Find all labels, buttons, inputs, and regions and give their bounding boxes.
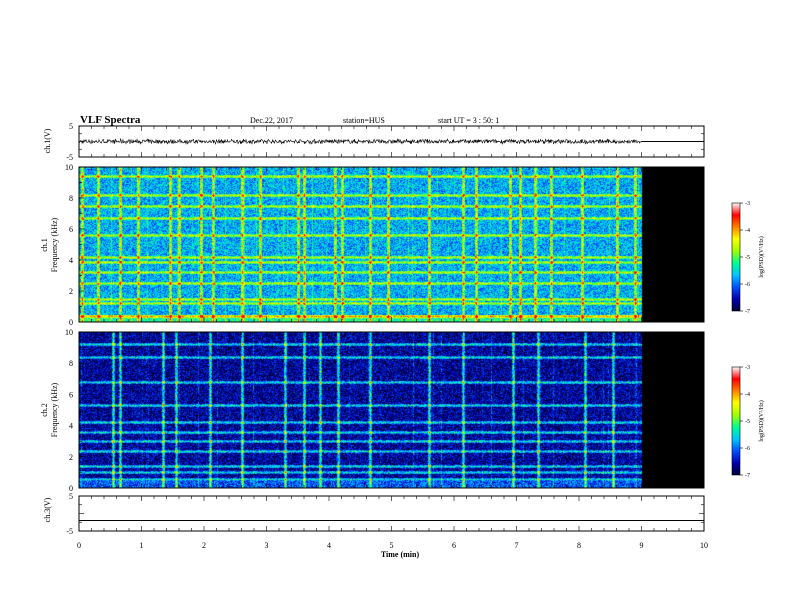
y-tick-label: 4 [69, 422, 73, 431]
y-tick-label: 6 [69, 390, 73, 399]
x-tick-label: 2 [202, 541, 206, 550]
ch2-spectrogram-ylabel-channel: ch.2 [40, 403, 49, 417]
ch1-spectrogram-ylabel-channel: ch.1 [40, 238, 49, 252]
y-tick-label: 5 [69, 122, 73, 131]
panel-frame [78, 495, 705, 532]
ch2-spectrogram-panel: 0 2 4 6 8 10 [65, 328, 705, 493]
y-tick-label: 0 [69, 318, 73, 327]
colorbar-tick-label: -6 [745, 282, 750, 288]
y-tick-label: 4 [69, 256, 73, 265]
x-tick-label: 4 [327, 541, 331, 550]
y-tick-label: 8 [69, 194, 73, 203]
time-axis-label: Time (min) [381, 550, 420, 559]
time-axis: 0 1 2 3 4 5 6 7 8 9 10 [77, 541, 708, 550]
y-tick-label: -5 [66, 527, 73, 536]
x-tick-label: 10 [700, 541, 708, 550]
colorbar-tick-label: -3 [745, 201, 750, 207]
ch1-voltage-panel: 5 -5 [66, 122, 705, 162]
colorbar-tick-label: -7 [745, 309, 750, 315]
colorbar-scale [731, 202, 741, 312]
ch2-spectrogram-image [79, 332, 704, 488]
y-tick-label: 6 [69, 225, 73, 234]
panel-frame [78, 166, 705, 323]
x-tick-label: 1 [140, 541, 144, 550]
x-tick-label: 3 [265, 541, 269, 550]
ch2-spectrogram-ylabel-frequency: Frequency (kHz) [50, 382, 59, 437]
figure-title: VLF Spectra [80, 114, 141, 126]
y-tick-label: -5 [66, 153, 73, 162]
x-tick-label: 6 [452, 541, 456, 550]
ch1-voltage-ylabel: ch.1(V) [43, 128, 52, 153]
colorbar-tick-label: -6 [745, 446, 750, 452]
y-tick-label: 5 [69, 492, 73, 501]
x-tick-label: 8 [577, 541, 581, 550]
y-tick-label: 8 [69, 359, 73, 368]
y-tick-label: 2 [69, 453, 73, 462]
start-time-label: start UT = 3 : 50: 1 [438, 116, 499, 125]
panel-frame [78, 125, 705, 158]
x-tick-label: 5 [390, 541, 394, 550]
colorbar-tick-label: -7 [745, 473, 750, 479]
y-tick-label: 2 [69, 287, 73, 296]
x-tick-label: 7 [515, 541, 519, 550]
x-tick-label: 0 [77, 541, 81, 550]
y-tick-label: 0 [69, 484, 73, 493]
ch2-colorbar: -3 -4 -5 -6 -7 log(PSD)(V²/Hz) [731, 365, 765, 479]
colorbar-tick-label: -4 [745, 228, 750, 234]
ch3-voltage-panel: 5 -5 [66, 492, 705, 536]
ch1-voltage-trace [78, 137, 642, 145]
colorbar-tick-label: -5 [745, 255, 750, 261]
ch1-spectrogram-panel: 0 2 4 6 8 10 [65, 163, 705, 327]
colorbar-scale [731, 366, 741, 476]
ch3-voltage-ylabel: ch.3(V) [43, 497, 52, 522]
y-tick-label: 10 [65, 328, 73, 337]
date-label: Dec.22, 2017 [250, 116, 293, 125]
panel-frame [78, 331, 705, 489]
colorbar-label: log(PSD)(V²/Hz) [758, 236, 765, 277]
colorbar-label: log(PSD)(V²/Hz) [758, 400, 765, 441]
ch1-spectrogram-image [79, 167, 704, 322]
colorbar-tick-label: -5 [745, 419, 750, 425]
station-label: station=HUS [343, 116, 385, 125]
colorbar-tick-label: -3 [745, 365, 750, 371]
y-tick-label: 10 [65, 163, 73, 172]
x-tick-label: 9 [640, 541, 644, 550]
ch1-spectrogram-ylabel-frequency: Frequency (kHz) [50, 217, 59, 272]
ch1-colorbar: -3 -4 -5 -6 -7 log(PSD)(V²/Hz) [731, 201, 765, 315]
colorbar-tick-label: -4 [745, 392, 750, 398]
